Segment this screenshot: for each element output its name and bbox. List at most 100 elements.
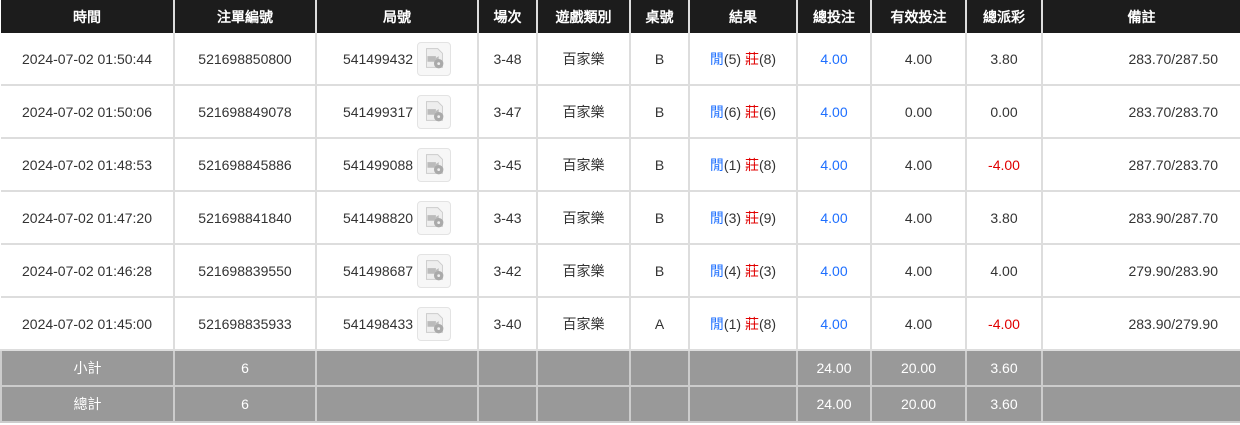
player-score: (6) [723,103,742,120]
banker-label: 莊 [744,156,759,173]
round-cell: 3-43 [477,191,537,245]
table-row: 2024-07-02 01:47:20 521698841840 5414988… [1,191,1240,245]
total-bet-cell[interactable]: 4.00 [796,85,871,139]
table-cell: B [629,244,689,298]
player-score: (1) [723,156,742,173]
bet-id-cell: 521698849078 [173,85,316,139]
payout-cell: -4.00 [965,138,1042,192]
total-bet-cell[interactable]: 4.00 [796,33,871,86]
banker-score: (9) [758,209,777,226]
payout-cell: 3.80 [965,191,1042,245]
table-row: 2024-07-02 01:50:06 521698849078 5414993… [1,85,1240,139]
result-cell: 閒(4) 莊(3) [688,244,797,298]
table-cell: B [629,138,689,192]
game-id-cell: 541499432 [315,33,478,86]
banker-label: 莊 [744,50,759,67]
result-cell: 閒(5) 莊(8) [688,33,797,86]
valid-bet-cell: 4.00 [870,191,966,245]
game-type-cell: 百家樂 [536,33,630,86]
total-bet-cell[interactable]: 4.00 [796,297,871,351]
banker-label: 莊 [744,209,759,226]
game-id: 541498687 [342,262,414,279]
summary-payout: 3.60 [965,386,1042,423]
table-row: 2024-07-02 01:45:00 521698835933 5414984… [1,297,1240,351]
valid-bet-cell: 4.00 [870,33,966,86]
total-bet-cell[interactable]: 4.00 [796,191,871,245]
player-score: (3) [723,209,742,226]
result-cell: 閒(1) 莊(8) [688,138,797,192]
banker-score: (6) [758,103,777,120]
column-header: 備註 [1041,0,1240,33]
result-cell: 閒(6) 莊(6) [688,85,797,139]
time-cell: 2024-07-02 01:50:44 [1,33,174,86]
summary-row: 小計 6 24.00 20.00 3.60 [0,350,1240,387]
column-header: 桌號 [629,0,689,33]
summary-label: 總計 [0,386,174,423]
banker-score: (3) [758,262,777,279]
game-type-cell: 百家樂 [536,244,630,298]
player-score: (5) [723,50,742,67]
time-cell: 2024-07-02 01:47:20 [1,191,174,245]
round-cell: 3-45 [477,138,537,192]
note-cell: 279.90/283.90 [1041,244,1240,298]
banker-score: (8) [758,315,777,332]
valid-bet-cell: 4.00 [870,297,966,351]
banker-label: 莊 [744,262,759,279]
round-cell: 3-47 [477,85,537,139]
summary-count: 6 [173,386,316,423]
time-cell: 2024-07-02 01:46:28 [1,244,174,298]
column-header: 注單編號 [173,0,316,33]
total-bet-cell[interactable]: 4.00 [796,244,871,298]
game-type-cell: 百家樂 [536,297,630,351]
summary-valid: 20.00 [870,350,966,387]
banker-score: (8) [758,50,777,67]
bet-id-cell: 521698839550 [173,244,316,298]
round-cell: 3-48 [477,33,537,86]
table-header: 時間 注單編號 局號 場次 遊戲類別 桌號 結果 總投注 有效投注 總派彩 備註 [1,0,1240,33]
video-replay-icon[interactable] [417,94,452,129]
column-header: 時間 [1,0,174,33]
column-header: 總投注 [796,0,871,33]
player-label: 閒 [709,103,724,120]
bet-id-cell: 521698835933 [173,297,316,351]
player-label: 閒 [709,262,724,279]
column-header: 總派彩 [965,0,1042,33]
note-cell: 283.90/279.90 [1041,297,1240,351]
note-cell: 283.70/287.50 [1041,33,1240,86]
summary-count: 6 [173,350,316,387]
table-row: 2024-07-02 01:50:44 521698850800 5414994… [1,33,1240,86]
table-cell: B [629,33,689,86]
summary-row: 總計 6 24.00 20.00 3.60 [0,386,1240,423]
game-id: 541498433 [342,315,414,332]
game-id: 541499432 [342,50,414,67]
time-cell: 2024-07-02 01:48:53 [1,138,174,192]
player-label: 閒 [709,315,724,332]
banker-label: 莊 [744,315,759,332]
player-label: 閒 [709,156,724,173]
valid-bet-cell: 4.00 [870,244,966,298]
game-type-cell: 百家樂 [536,191,630,245]
video-replay-icon[interactable] [417,306,452,341]
game-type-cell: 百家樂 [536,138,630,192]
banker-score: (8) [758,156,777,173]
result-cell: 閒(3) 莊(9) [688,191,797,245]
summary-total: 24.00 [796,350,871,387]
video-replay-icon[interactable] [417,41,452,76]
video-replay-icon[interactable] [417,200,452,235]
column-header: 有效投注 [870,0,966,33]
video-replay-icon[interactable] [417,253,452,288]
player-score: (1) [723,315,742,332]
column-header: 遊戲類別 [536,0,630,33]
time-cell: 2024-07-02 01:45:00 [1,297,174,351]
summary-payout: 3.60 [965,350,1042,387]
round-cell: 3-40 [477,297,537,351]
valid-bet-cell: 4.00 [870,138,966,192]
video-replay-icon[interactable] [417,147,452,182]
column-header: 局號 [315,0,478,33]
game-id-cell: 541499317 [315,85,478,139]
total-bet-cell[interactable]: 4.00 [796,138,871,192]
payout-cell: -4.00 [965,297,1042,351]
table-row: 2024-07-02 01:48:53 521698845886 5414990… [1,138,1240,192]
time-cell: 2024-07-02 01:50:06 [1,85,174,139]
